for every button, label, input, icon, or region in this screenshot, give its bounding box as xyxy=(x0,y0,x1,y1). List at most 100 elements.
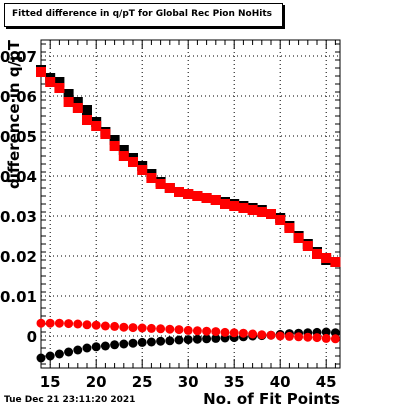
data-point xyxy=(119,322,129,332)
y-axis-label: difference in q/pT xyxy=(5,39,23,189)
y-tick-label: 0 xyxy=(27,328,37,346)
data-point xyxy=(156,336,166,346)
data-point xyxy=(248,329,258,339)
data-point xyxy=(294,332,304,342)
data-point xyxy=(54,349,64,359)
data-point xyxy=(165,336,175,346)
y-tick-label: 0.01 xyxy=(0,288,37,306)
data-point xyxy=(45,318,55,328)
data-point xyxy=(220,327,230,337)
data-point xyxy=(100,321,110,331)
chart-title-box: Fitted difference in q/pT for Global Rec… xyxy=(4,3,283,27)
data-point xyxy=(321,333,331,343)
data-point xyxy=(137,337,147,347)
data-point xyxy=(128,157,138,167)
data-point xyxy=(211,327,221,337)
data-point xyxy=(63,89,74,99)
data-point xyxy=(247,205,258,215)
data-point xyxy=(36,67,46,77)
data-point xyxy=(73,345,83,355)
data-point xyxy=(293,233,304,243)
data-point xyxy=(155,179,166,189)
data-point xyxy=(91,342,101,352)
data-point xyxy=(211,333,221,343)
series-2 xyxy=(36,67,341,267)
data-point xyxy=(91,320,101,330)
data-point xyxy=(36,353,46,363)
data-point xyxy=(174,335,184,345)
data-point xyxy=(128,323,138,333)
x-tick-label: 30 xyxy=(178,373,199,391)
data-point xyxy=(266,209,276,219)
data-point xyxy=(266,330,276,340)
data-point xyxy=(174,187,184,197)
x-tick-label: 40 xyxy=(270,373,291,391)
data-point xyxy=(220,199,230,209)
data-point xyxy=(72,103,83,113)
data-point xyxy=(183,335,193,345)
plot-frame xyxy=(40,39,341,369)
data-point xyxy=(64,319,74,329)
data-point xyxy=(321,327,331,337)
data-point xyxy=(238,328,248,338)
data-point xyxy=(100,129,111,139)
data-point xyxy=(229,201,240,211)
axis-tick-labels: 15 20 25 30 35 40 45 0 0.01 0.02 0.03 0.04 0.05 0.06 0… xyxy=(0,48,337,391)
data-point xyxy=(137,165,148,175)
data-point xyxy=(137,323,147,333)
data-point xyxy=(109,135,120,145)
data-point xyxy=(63,97,74,107)
data-point xyxy=(302,241,313,251)
data-point xyxy=(210,195,221,205)
data-point xyxy=(312,249,322,259)
data-point xyxy=(109,141,120,151)
data-point xyxy=(303,332,313,342)
data-point xyxy=(119,339,129,349)
data-point xyxy=(146,173,157,183)
data-point xyxy=(238,203,249,213)
data-point xyxy=(284,331,294,341)
data-point xyxy=(202,334,212,344)
data-point xyxy=(174,325,184,335)
data-point xyxy=(165,324,175,334)
series-4 xyxy=(36,318,340,344)
data-point xyxy=(45,77,56,87)
x-axis-label: No. of Fit Points xyxy=(203,390,340,408)
data-point xyxy=(229,328,239,338)
data-point xyxy=(110,340,120,350)
timestamp: Tue Dec 21 23:11:20 2021 xyxy=(4,395,136,405)
x-tick-label: 45 xyxy=(316,373,337,391)
y-tick-label: 0.06 xyxy=(0,88,37,106)
data-point xyxy=(202,326,212,336)
data-point xyxy=(275,215,286,225)
data-point xyxy=(54,318,64,328)
data-point xyxy=(330,257,341,267)
y-tick-label: 0.02 xyxy=(0,248,37,266)
data-point xyxy=(312,333,322,343)
data-point xyxy=(183,325,193,335)
data-point xyxy=(183,189,194,199)
y-tick-label: 0.03 xyxy=(0,208,37,226)
data-point xyxy=(275,331,285,341)
x-tick-label: 25 xyxy=(132,373,153,391)
data-point xyxy=(64,347,74,357)
data-point xyxy=(45,351,55,361)
data-point xyxy=(192,191,203,201)
data-point xyxy=(82,343,92,353)
data-point xyxy=(201,193,212,203)
data-point xyxy=(192,334,202,344)
data-point xyxy=(146,337,156,347)
y-tick-label: 0.04 xyxy=(0,168,37,186)
data-point xyxy=(82,115,92,125)
x-tick-label: 20 xyxy=(86,373,107,391)
data-point xyxy=(100,341,110,351)
data-point xyxy=(72,97,83,107)
data-point xyxy=(128,338,138,348)
data-point xyxy=(36,318,46,328)
data-point xyxy=(82,320,92,330)
data-point xyxy=(91,121,102,131)
data-point xyxy=(257,330,267,340)
y-tick-label: 0.05 xyxy=(0,128,37,146)
chart-title: Fitted difference in q/pT for Global Rec… xyxy=(12,9,272,19)
